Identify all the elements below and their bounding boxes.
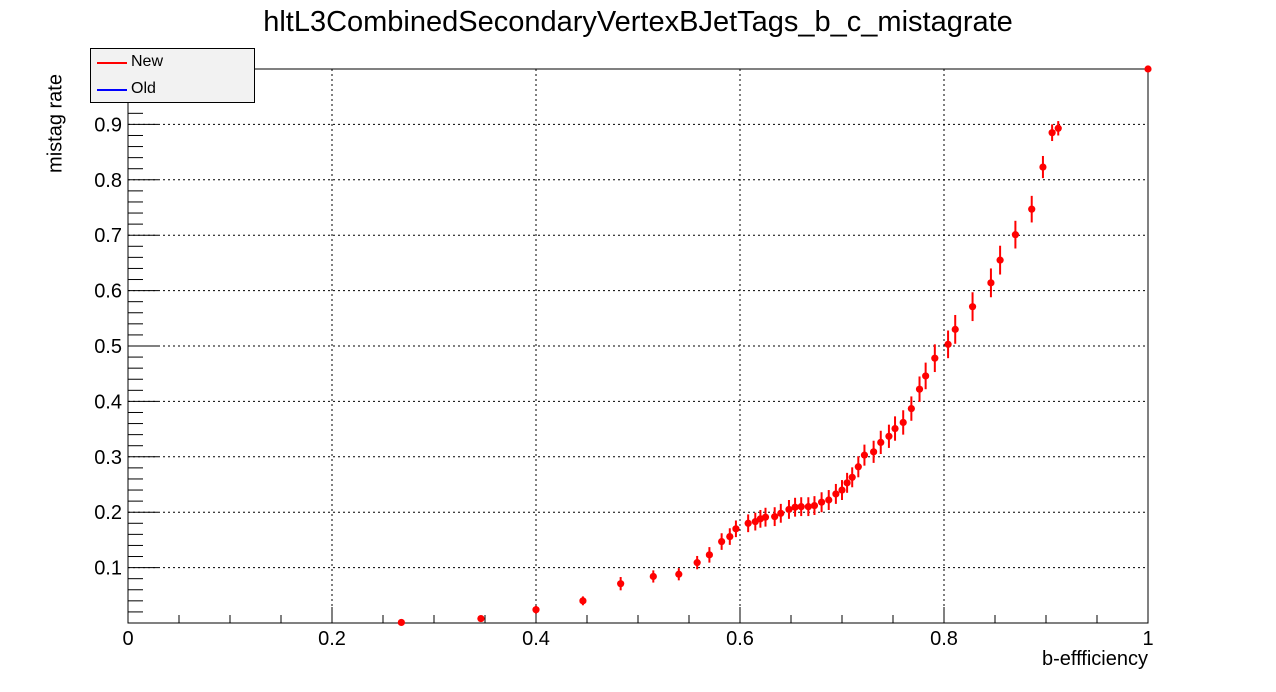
axis-ticks — [127, 79, 1149, 623]
x-tick-label: 0.4 — [522, 628, 550, 650]
data-point — [649, 572, 657, 581]
data-point — [693, 559, 701, 567]
data-point — [744, 519, 752, 527]
legend: New Old — [90, 48, 255, 103]
data-point — [838, 486, 846, 494]
data-point — [579, 597, 587, 605]
data-point — [848, 473, 856, 481]
y-tick-label: 0.3 — [94, 447, 122, 469]
data-point — [944, 340, 952, 348]
legend-swatch-new — [97, 62, 127, 64]
data-point — [797, 503, 805, 511]
y-tick-label: 0.5 — [94, 336, 122, 358]
data-point — [718, 537, 726, 546]
data-point — [968, 303, 977, 311]
data-point — [891, 424, 899, 433]
data-point — [825, 496, 833, 504]
data-point — [832, 490, 840, 498]
data-point — [532, 606, 540, 614]
data-point — [726, 532, 734, 541]
data-point — [907, 405, 915, 413]
x-tick-label: 1 — [1142, 628, 1153, 650]
x-tick-label: 0.2 — [318, 628, 346, 650]
y-tick-label: 0.6 — [94, 281, 122, 303]
x-tick-label: 0.6 — [726, 628, 754, 650]
legend-swatch-old — [97, 89, 127, 91]
data-point — [818, 498, 826, 506]
data-point — [675, 570, 683, 578]
y-tick-label: 0.1 — [94, 558, 122, 580]
data-point — [951, 325, 959, 333]
y-tick-label: 0.8 — [94, 170, 122, 192]
legend-label-old: Old — [131, 80, 156, 97]
data-point — [1028, 205, 1036, 213]
legend-label-new: New — [131, 53, 164, 70]
data-point — [477, 614, 485, 623]
legend-entry-old: Old — [91, 76, 254, 103]
data-point — [860, 451, 869, 459]
data-point — [996, 256, 1004, 264]
data-point — [397, 618, 405, 627]
data-point — [1048, 129, 1056, 137]
y-tick-label: 0.2 — [94, 502, 122, 524]
data-point — [854, 463, 862, 471]
data-point — [922, 372, 930, 380]
y-tick-label: 0.9 — [94, 114, 122, 136]
data-point — [810, 501, 819, 510]
axes-frame — [127, 68, 1149, 624]
data-point — [761, 513, 770, 521]
data-point — [777, 509, 785, 517]
x-tick-label: 0 — [122, 628, 133, 650]
grid-lines — [127, 69, 1149, 623]
y-axis-label: mistag rate — [44, 74, 67, 173]
data-point — [1144, 65, 1152, 73]
x-axis-label: b-effficiency — [1042, 648, 1148, 670]
chart-title: hltL3CombinedSecondaryVertexBJetTags_b_c… — [263, 6, 1013, 38]
data-point — [617, 580, 625, 588]
data-point — [843, 479, 851, 487]
data-point — [785, 505, 793, 514]
y-tick-label: 0.4 — [94, 391, 122, 413]
data-point — [1054, 124, 1062, 132]
plot-frame — [127, 68, 1149, 624]
data-point — [915, 385, 924, 393]
data-point — [771, 513, 779, 521]
data-point — [987, 279, 995, 287]
y-tick-label: 0.7 — [94, 225, 122, 247]
data-point — [877, 438, 885, 446]
tick-labels: 0 0.2 0.4 0.6 0.8 1 0.1 0.2 0.3 0.4 0.5 0.6 0.7 0.8 0.… — [94, 114, 1153, 650]
data-point — [870, 448, 878, 456]
data-point — [1011, 231, 1020, 239]
data-point — [732, 525, 740, 533]
data-point — [705, 551, 714, 559]
data-points — [397, 65, 1152, 627]
x-tick-label: 0.8 — [930, 628, 958, 650]
legend-entry-new: New — [91, 49, 254, 76]
data-point — [885, 432, 893, 440]
data-point — [899, 418, 907, 427]
data-point — [1039, 163, 1047, 171]
data-point — [931, 354, 939, 362]
data-point — [804, 503, 812, 511]
data-point — [791, 503, 799, 511]
